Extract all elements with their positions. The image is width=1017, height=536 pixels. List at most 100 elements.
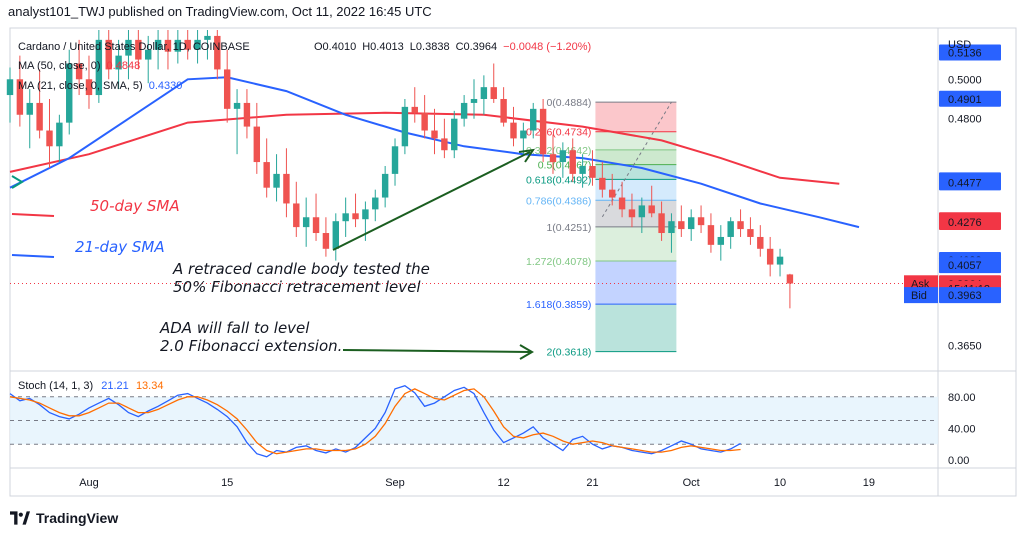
candle-body — [372, 197, 379, 210]
price-tick-label: 0.4800 — [948, 114, 982, 126]
candle-body — [589, 166, 596, 178]
fib-level-label: 0.5(0.4567) — [538, 160, 592, 172]
candle-body — [322, 233, 330, 249]
candle-body — [66, 63, 73, 123]
candle-body — [164, 39, 172, 52]
candle-body — [115, 55, 122, 70]
candle-body — [559, 150, 567, 163]
stoch-legend: Stoch (14, 1, 3) 21.21 13.34 — [18, 380, 163, 392]
candle-body — [609, 189, 616, 198]
candle-body — [480, 87, 488, 99]
legend-ma21: MA (21, close, 0, SMA, 5) 0.4330 — [18, 80, 182, 92]
fib-zone — [595, 164, 677, 180]
fib-level-label: 1(0.4251) — [546, 222, 591, 234]
time-tick-label: 19 — [863, 477, 875, 489]
annotation-21day-sma: 21-day SMA — [75, 238, 165, 256]
candle-body — [658, 213, 665, 234]
candle-body — [668, 221, 675, 234]
tradingview-brand[interactable]: TradingView — [10, 508, 118, 528]
brand-name: TradingView — [36, 510, 119, 526]
price-tag — [939, 287, 1001, 304]
stoch-tick-label: 40.00 — [948, 423, 976, 435]
candle-body — [56, 122, 63, 147]
price-tag — [939, 257, 1001, 274]
fib-level-label: 0.618(0.4492) — [526, 174, 591, 186]
candle-body — [520, 130, 527, 139]
annotation-fall-line2: 2.0 Fibonacci extension. — [160, 337, 342, 355]
candle-body — [638, 205, 646, 218]
candle-body — [145, 49, 152, 60]
candle-body — [154, 39, 162, 50]
candle-body — [776, 256, 784, 265]
candle-body — [470, 98, 478, 103]
candle-body — [401, 106, 409, 147]
time-tick-label: 21 — [586, 477, 598, 489]
price-tag — [939, 44, 1001, 61]
candle-body — [500, 98, 507, 123]
price-tag — [939, 213, 1001, 230]
candle-body — [599, 177, 606, 190]
candle-body — [381, 173, 389, 198]
candle-body — [263, 162, 270, 188]
price-tag-text: 0.4276 — [948, 217, 982, 229]
candle-body — [431, 130, 438, 139]
candle-body — [618, 197, 626, 210]
stoch-band — [10, 396, 938, 445]
time-tick-label: Oct — [683, 477, 700, 489]
candle-body — [105, 39, 112, 70]
candle-body — [36, 102, 43, 131]
publish-header: analyst101_TWJ published on TradingView.… — [8, 4, 432, 19]
candle-body — [687, 217, 695, 230]
candle-body — [766, 248, 774, 265]
candle-body — [391, 146, 399, 174]
candle-body — [174, 39, 182, 52]
candle-body — [717, 236, 725, 245]
candle-body — [342, 213, 349, 222]
arrow-fall-head — [519, 344, 534, 360]
candle-body — [253, 126, 261, 163]
candle-body — [451, 118, 458, 151]
price-tag-text: 0.4477 — [948, 177, 982, 189]
candle-body — [441, 138, 448, 151]
candle-body — [26, 102, 33, 115]
candle-body — [243, 102, 251, 127]
candle-body — [184, 39, 191, 50]
time-tick-label: 15 — [221, 477, 233, 489]
candle-body — [530, 108, 537, 131]
candle-body — [549, 154, 557, 163]
bid-label: Bid — [911, 290, 927, 302]
price-tag — [939, 90, 1001, 107]
candle-body — [233, 102, 241, 109]
annotation-fall-line1: ADA will fall to level — [159, 319, 310, 337]
fib-level-label: 2(0.3618) — [546, 347, 591, 359]
price-tick-label: 0.3650 — [948, 340, 982, 352]
candles — [6, 30, 938, 309]
fib-level-label: 1.618(0.3859) — [526, 299, 591, 311]
candle-body — [283, 173, 290, 204]
bid-label-box — [904, 287, 938, 304]
candle-body — [214, 35, 221, 70]
candle-body — [293, 203, 300, 228]
fibonacci-tool[interactable]: 0(0.4884)0.236(0.4734)0.382(0.4642)0.5(0… — [526, 97, 677, 359]
candle-body — [6, 79, 14, 96]
candle-body — [460, 102, 468, 119]
candle-body — [362, 209, 369, 220]
ma50-sample-line — [11, 213, 55, 217]
fib-zone — [595, 102, 677, 132]
annotation-50day-sma: 50-day SMA — [90, 197, 180, 215]
time-tick-label: Sep — [385, 477, 405, 489]
candle-body — [786, 274, 794, 284]
candle-body — [421, 112, 428, 131]
fib-trend-line — [601, 101, 672, 218]
fib-zone — [595, 149, 677, 165]
fib-level-label: 1.272(0.4078) — [526, 256, 591, 268]
candle-body — [648, 205, 655, 214]
price-tag-text: 0.4057 — [948, 260, 982, 272]
candle-body — [352, 213, 359, 220]
candle-body — [332, 221, 339, 249]
candle-body — [302, 217, 310, 228]
candle-body — [312, 217, 320, 234]
candle-body — [490, 87, 497, 99]
time-tick-label: Aug — [79, 477, 99, 489]
